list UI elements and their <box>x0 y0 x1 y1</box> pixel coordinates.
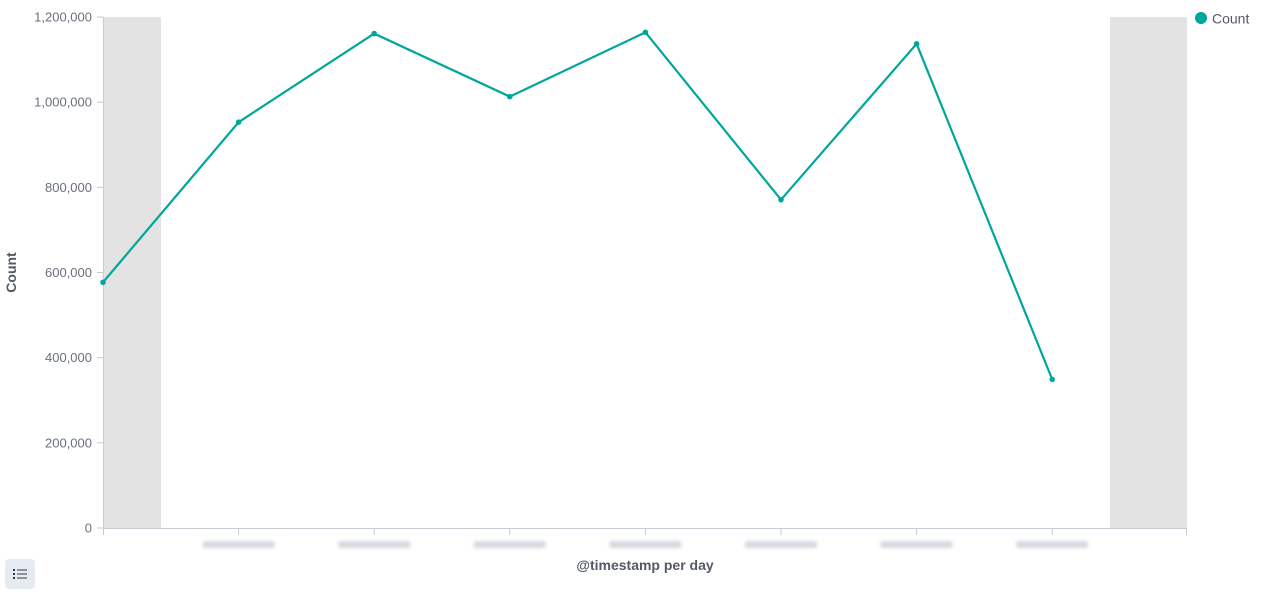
x-tick-label-blurred <box>745 541 817 548</box>
y-tick-label: 800,000 <box>45 180 92 195</box>
data-point <box>371 30 378 37</box>
y-tick-label: 400,000 <box>45 350 92 365</box>
out-of-range-right <box>1110 17 1187 528</box>
legend-toggle-button[interactable] <box>5 559 35 589</box>
y-tick-label: 1,200,000 <box>34 10 92 25</box>
list-icon <box>13 569 27 579</box>
series-line-count <box>102 31 1054 380</box>
y-tick-label: 200,000 <box>45 435 92 450</box>
y-tick-label: 0 <box>85 521 92 536</box>
x-tick-label-blurred <box>338 541 411 548</box>
x-tick-label-blurred <box>880 541 953 548</box>
data-point <box>913 41 920 47</box>
x-axis-title: @timestamp per day <box>576 557 714 573</box>
legend-swatch-count <box>1195 12 1207 24</box>
x-tick-label-blurred <box>1016 541 1089 548</box>
x-tick-label-blurred <box>473 541 546 548</box>
data-point <box>778 196 784 203</box>
y-axis-title: Count <box>3 252 19 293</box>
data-point <box>235 119 242 125</box>
y-tick-label: 600,000 <box>45 265 92 280</box>
legend-label-count: Count <box>1212 11 1249 27</box>
data-point <box>642 29 649 36</box>
y-tick-label: 1,000,000 <box>34 95 92 110</box>
data-point <box>507 93 513 100</box>
x-tick-label-blurred <box>609 541 682 548</box>
x-tick-label-blurred <box>202 541 275 548</box>
data-point <box>100 279 106 286</box>
data-point <box>1049 376 1055 383</box>
